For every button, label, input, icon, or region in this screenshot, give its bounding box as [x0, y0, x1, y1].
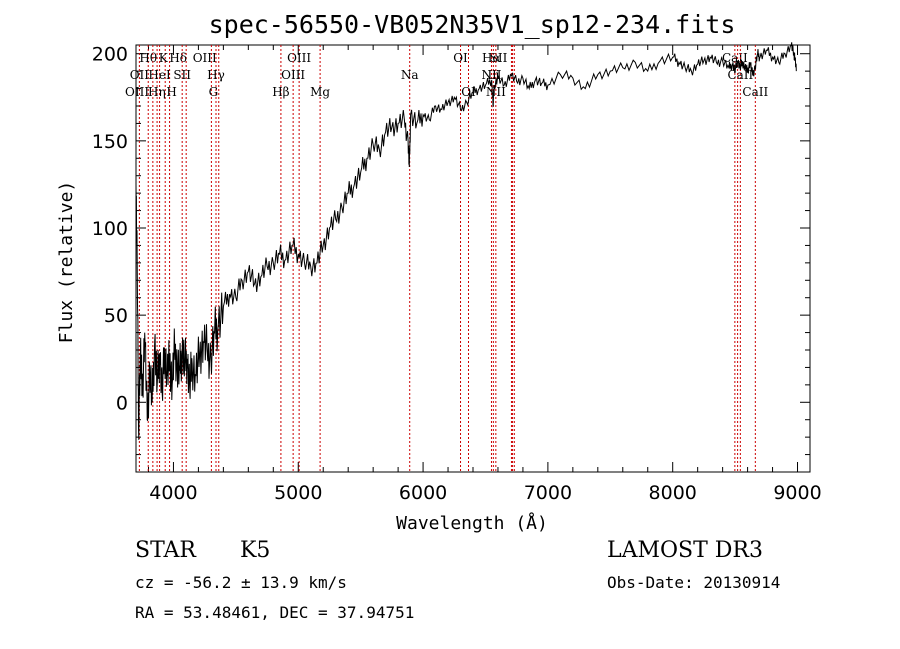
line-marker-label: OIII — [287, 51, 311, 65]
line-marker-label: Na — [401, 68, 419, 82]
line-marker-label: H — [166, 85, 176, 99]
line-marker-label: OI — [453, 51, 468, 65]
object-subclass: K5 — [240, 538, 271, 563]
x-tick-label: 5000 — [274, 482, 322, 504]
line-marker-label: SII — [173, 68, 191, 82]
redshift-readout: cz = -56.2 ± 13.9 km/s — [135, 573, 347, 592]
line-marker-label: OII — [130, 68, 150, 82]
y-axis-label: Flux (relative) — [56, 181, 77, 344]
y-tick-label: 100 — [92, 218, 128, 240]
axes — [135, 44, 811, 473]
tick-labels: 4000 5000 6000 7000 8000 9000 0 50 100 150 200 — [92, 44, 822, 504]
line-marker-label: OI — [461, 85, 476, 99]
x-tick-label: 9000 — [773, 482, 821, 504]
line-marker-label: NII — [486, 85, 506, 99]
line-marker-label: HeI — [148, 68, 171, 82]
chart-title: spec-56550-VB052N35V1_sp12-234.fits — [209, 10, 736, 39]
line-marker-label: Hθ — [139, 51, 157, 65]
line-marker-label: Hη — [148, 85, 166, 99]
obs-date: Obs-Date: 20130914 — [607, 573, 781, 592]
line-marker-label: SII — [490, 51, 508, 65]
line-marker-label: G — [209, 85, 219, 99]
line-marker-label: OIII — [125, 85, 149, 99]
line-marker-label: Li — [488, 68, 500, 82]
survey-name: LAMOST DR3 — [607, 538, 763, 563]
line-marker-label: CaII — [742, 85, 768, 99]
x-tick-label: 6000 — [399, 482, 447, 504]
line-marker-label: K — [159, 51, 169, 65]
line-marker-label: Hγ — [207, 68, 225, 82]
y-tick-label: 150 — [92, 131, 128, 153]
line-marker-label: OIII — [281, 68, 305, 82]
line-marker-label: OIII — [193, 51, 217, 65]
x-tick-label: 8000 — [649, 482, 697, 504]
x-axis-label: Wavelength (Å) — [396, 512, 548, 534]
spectral-line-markers: Hθ OII OIII K HeI Hη Hδ SII H OIII Hγ G OIII OIII Hβ Mg… — [125, 45, 768, 472]
y-tick-label: 50 — [104, 305, 128, 327]
line-marker-label: Hβ — [272, 85, 289, 99]
spectrum-series — [135, 42, 797, 440]
y-tick-label: 200 — [92, 44, 128, 66]
spectrum-line — [135, 42, 797, 440]
line-marker-label: NII — [481, 68, 501, 82]
x-tick-label: 4000 — [149, 482, 197, 504]
x-tick-label: 7000 — [524, 482, 572, 504]
coordinates: RA = 53.48461, DEC = 37.94751 — [135, 603, 415, 622]
line-marker-label: Mg — [310, 85, 330, 99]
y-tick-label: 0 — [116, 392, 128, 414]
object-class: STAR — [135, 538, 196, 563]
plot-frame — [135, 44, 811, 473]
line-marker-label: Hδ — [169, 51, 187, 65]
